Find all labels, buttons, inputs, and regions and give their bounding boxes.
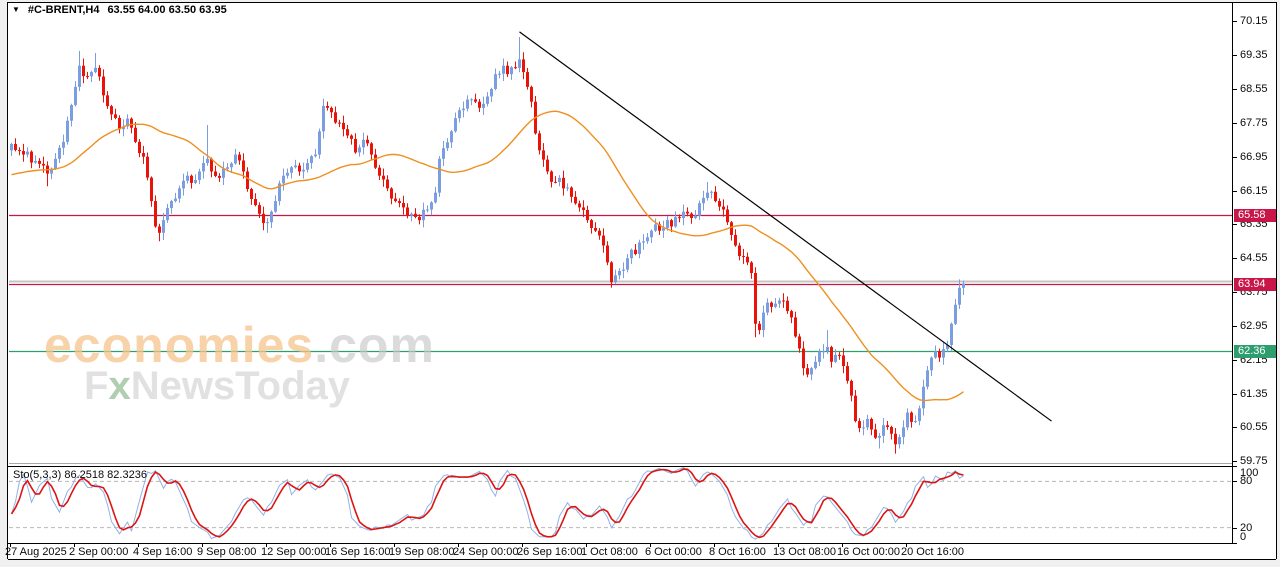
dropdown-arrow-icon[interactable]: ▼	[12, 5, 20, 14]
watermark-brand: economies.com	[44, 317, 435, 373]
watermark: economies.com FxNewsToday	[44, 320, 435, 406]
ohlc-values: 63.55 64.00 63.50 63.95	[107, 4, 227, 16]
stochastic-indicator-label: Sto(5,3,3) 86.2518 82.3236	[13, 469, 147, 481]
time-axis-label: 26 Sep 16:00	[517, 546, 583, 558]
time-axis-label: 16 Sep 16:00	[325, 546, 391, 558]
descending-trendline	[519, 31, 1052, 422]
symbol-timeframe-label: #C-BRENT,H4	[27, 4, 100, 16]
price-axis-label: 64.55	[1240, 252, 1268, 264]
time-axis-label: 8 Oct 16:00	[709, 546, 766, 558]
time-axis-label: 2 Sep 00:00	[69, 546, 129, 558]
price-axis-label: 66.95	[1240, 151, 1268, 163]
price-axis-label: 62.95	[1240, 320, 1268, 332]
sto-scale-label: 20	[1240, 522, 1253, 534]
sto-scale-label: 80	[1240, 475, 1253, 487]
price-axis-label: 59.75	[1240, 455, 1268, 467]
stochastic-k-line	[11, 466, 964, 540]
time-axis-label: 16 Oct 00:00	[837, 546, 900, 558]
price-axis-label: 69.35	[1240, 49, 1268, 61]
time-axis-label: 12 Sep 00:00	[261, 546, 327, 558]
sto-scale-label: 100	[1240, 467, 1259, 479]
sto-scale-label: 0	[1240, 531, 1247, 543]
time-axis-label: 9 Sep 08:00	[197, 546, 257, 558]
time-axis-label: 27 Aug 2025	[5, 546, 67, 558]
stochastic-d-line	[10, 468, 964, 539]
watermark-subtitle: FxNewsToday	[84, 364, 351, 408]
time-axis-label: 20 Oct 16:00	[901, 546, 964, 558]
price-axis-label: 68.55	[1240, 83, 1268, 95]
time-axis-label: 19 Sep 08:00	[389, 546, 455, 558]
price-axis-label: 67.75	[1240, 117, 1268, 129]
time-axis-label: 13 Oct 08:00	[773, 546, 836, 558]
price-line-badge: 63.94	[1234, 278, 1276, 291]
price-axis-label: 66.15	[1240, 185, 1268, 197]
price-axis-label: 70.15	[1240, 15, 1268, 27]
candlestick-series[interactable]	[10, 36, 965, 454]
chart-title: ▼ #C-BRENT,H4 63.55 64.00 63.50 63.95	[12, 4, 227, 16]
time-axis-label: 6 Oct 00:00	[645, 546, 702, 558]
price-line-badge: 65.58	[1234, 209, 1276, 222]
time-axis-label: 24 Sep 00:00	[453, 546, 519, 558]
price-axis-label: 60.55	[1240, 421, 1268, 433]
time-axis-label: 4 Sep 16:00	[133, 546, 193, 558]
moving-average-line	[11, 110, 964, 402]
time-axis-label: 1 Oct 08:00	[581, 546, 638, 558]
price-line-badge: 62.36	[1234, 345, 1276, 358]
price-axis-label: 61.35	[1240, 388, 1268, 400]
